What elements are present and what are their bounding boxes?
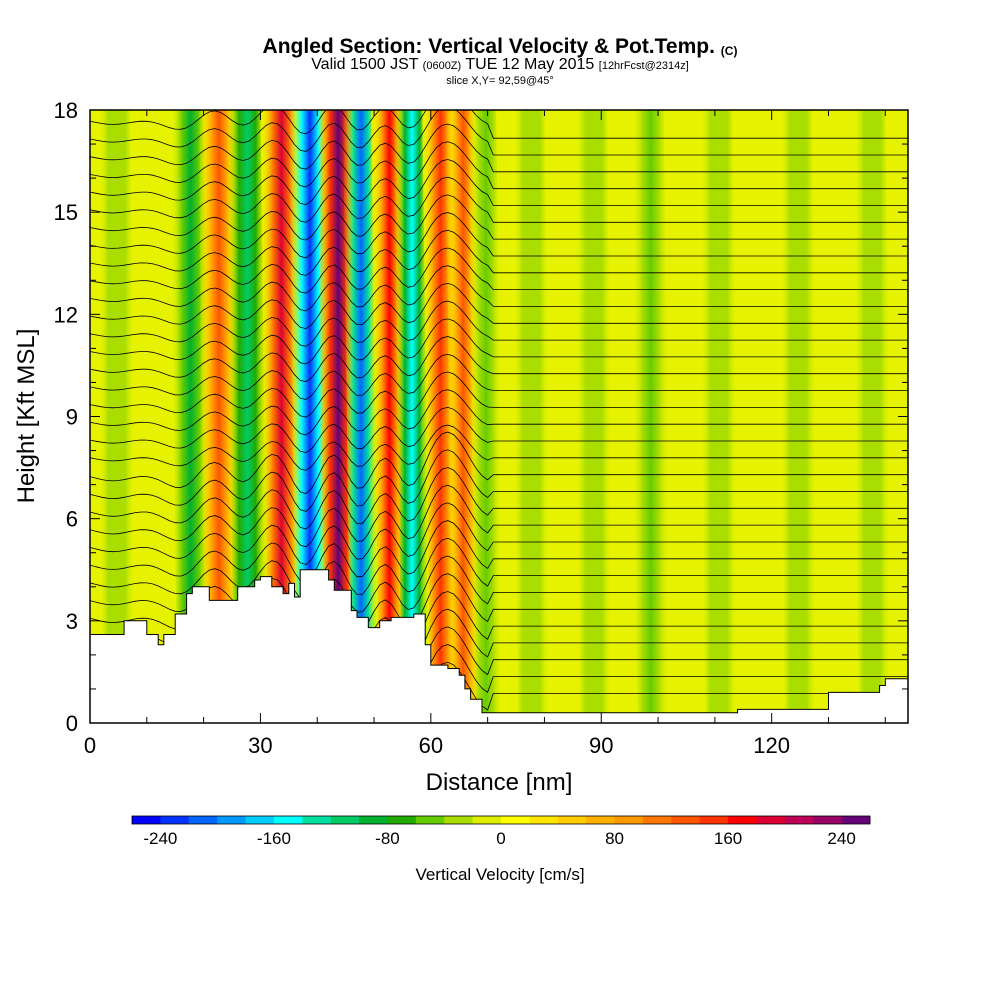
velocity-band [629,110,672,723]
y-axis-title: Height [Kft MSL] [13,329,40,504]
velocity-band [510,110,553,723]
pot-temp-contour [90,537,908,601]
valid-time-line: Valid 1500 JST (0600Z) TUE 12 May 2015 [… [311,56,689,73]
velocity-band [95,110,138,723]
pot-temp-contour [90,229,908,276]
colorbar-swatch [160,816,190,824]
y-tick-label: 6 [66,507,78,532]
x-tick-label: 60 [419,733,443,758]
pot-temp-contour [90,467,908,530]
y-axis: 0 3 6 9 12 15 18 [54,98,908,736]
pot-temp-contour [90,159,908,206]
colorbar-tick-label: 80 [605,829,624,848]
pot-temp-contour [90,265,908,312]
colorbar-swatch [841,816,871,824]
colorbar-swatch [642,816,672,824]
colorbar-tick-label: 160 [714,829,742,848]
colorbar-swatch [217,816,247,824]
y-tick-label: 0 [66,711,78,736]
y-tick-label: 15 [54,200,78,225]
velocity-band [851,110,894,723]
pot-temp-contour [90,353,908,400]
pot-temp-contour [90,406,908,454]
colorbar-swatch [387,816,417,824]
pot-temp-contour [90,449,908,512]
velocity-band [697,110,740,723]
pot-temp-contour [90,520,908,583]
x-tick-label: 90 [589,733,613,758]
colorbar-swatch [132,816,161,824]
colorbar: -240 -160 -80 0 80 160 240 [131,815,871,848]
chart-title: Angled Section: Vertical Velocity & Pot.… [262,35,738,59]
x-axis: 0 30 60 90 120 [84,110,886,758]
colorbar-swatch [671,816,701,824]
pot-temp-contour [90,282,908,330]
y-tick-label: 12 [54,302,78,327]
chart-header: Angled Section: Vertical Velocity & Pot.… [0,35,1000,88]
colorbar-swatch [188,816,218,824]
colorbar-tick-label: 0 [496,829,505,848]
colorbar-swatch [614,816,644,824]
colorbar-swatch [472,816,502,824]
colorbar-swatch [501,816,530,824]
plot-area [90,110,908,723]
pot-temp-contour [90,212,908,259]
colorbar-swatch [330,816,360,824]
colorbar-tick-label: -80 [375,829,400,848]
velocity-band [226,110,269,723]
colorbar-swatch [444,816,474,824]
pot-temp-contour [90,141,908,190]
colorbar-swatch [529,816,559,824]
x-tick-label: 120 [753,733,790,758]
colorbar-swatch [245,816,275,824]
velocity-band [467,110,505,723]
pot-temp-contour [90,123,908,173]
pot-temp-contour [90,336,908,383]
x-tick-label: 0 [84,733,96,758]
y-tick-label: 9 [66,405,78,430]
pot-temp-contour [90,371,908,418]
pot-temp-contour [90,318,908,365]
pot-temp-contour [90,424,908,471]
pot-temp-contour [90,300,908,347]
pot-temp-contour [90,431,908,495]
pot-temp-contour [90,247,908,294]
pot-temp-contour [90,194,908,241]
colorbar-swatch [756,816,786,824]
colorbar-swatch [359,816,388,824]
pot-temp-contour [90,110,908,156]
colorbar-swatch [302,816,332,824]
colorbar-swatch [784,816,814,824]
y-tick-label: 3 [66,609,78,634]
pot-temp-contour [90,484,908,548]
pot-temp-contour [90,502,908,565]
title-unit: (C) [720,44,738,58]
colorbar-title: Vertical Velocity [cm/s] [415,865,584,884]
colorbar-swatch [813,816,843,824]
pot-temp-contour [90,555,908,619]
colorbar-swatch [415,816,445,824]
colorbar-swatch [586,816,616,824]
colorbar-tick-label: 240 [827,829,855,848]
colorbar-swatch [273,816,303,824]
pot-temp-contour [90,110,908,139]
velocity-band [572,110,615,723]
slice-info: slice X,Y= 92,59@45° [446,75,554,87]
pot-temp-contour [90,389,908,436]
colorbar-tick-label: -160 [257,829,291,848]
colorbar-swatch [728,816,757,824]
pot-temp-contour [90,176,908,223]
terrain-mask [90,569,908,723]
velocity-band [777,110,820,723]
colorbar-tick-label: -240 [143,829,177,848]
y-tick-label: 18 [54,98,78,123]
x-tick-label: 30 [248,733,272,758]
colorbar-swatch [557,816,587,824]
x-axis-title: Distance [nm] [426,769,573,796]
colorbar-swatch [699,816,729,824]
